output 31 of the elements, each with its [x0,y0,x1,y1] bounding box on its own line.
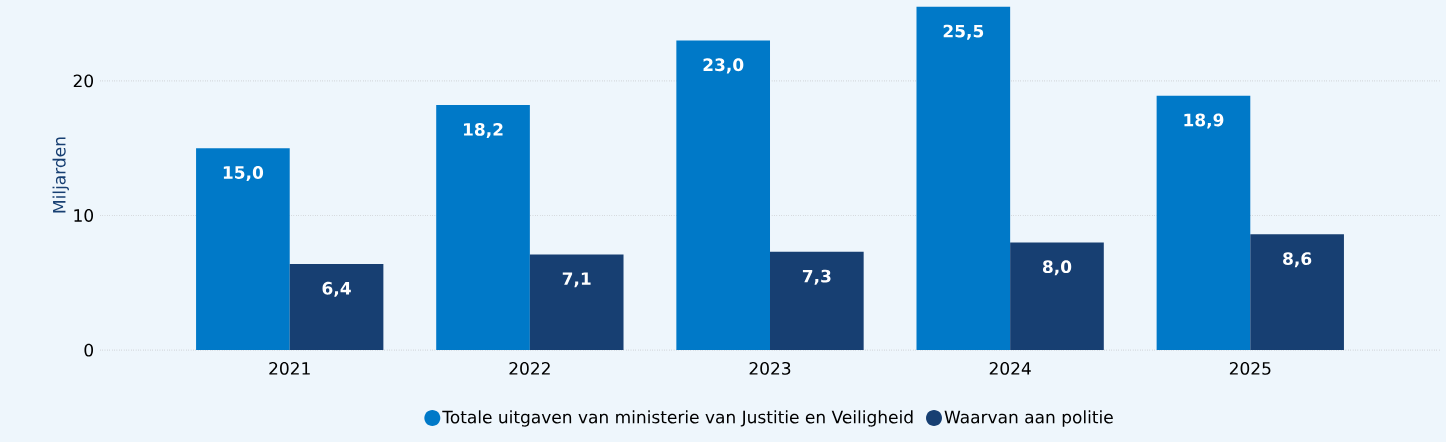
legend-label: Totale uitgaven van ministerie van Justitie en Veiligheid [442,410,913,427]
data-label: 18,9 [1184,113,1224,129]
bar [529,254,624,351]
data-label: 25,5 [943,24,984,40]
data-label: 8,0 [1042,260,1072,276]
data-label: 6,4 [322,281,351,297]
y-axis-title: Miljarden [52,137,69,213]
data-label: 15,0 [223,165,264,182]
data-label: 8,6 [1283,252,1312,268]
bar [1250,234,1344,351]
data-label: 7,3 [802,269,831,285]
data-label: 23,0 [703,58,744,74]
bar [676,40,771,351]
x-tick-label: 2022 [509,361,550,375]
bar [289,263,384,351]
y-tick-label: 20 [73,74,94,88]
bar [916,6,1011,351]
x-tick-label: 2021 [269,361,310,375]
x-tick-label: 2024 [989,361,1031,375]
bar [196,148,290,351]
data-label: 7,1 [562,272,591,288]
x-tick-label: 2025 [1229,361,1271,375]
y-tick-label: 10 [74,209,94,222]
bar [436,105,530,351]
x-tick-label: 2023 [749,361,791,375]
legend-label: Waarvan aan politie [944,410,1113,427]
bar [1010,242,1104,351]
data-label: 18,2 [463,122,503,138]
bar [1156,95,1251,351]
y-tick-label: 0 [84,343,94,357]
bar [770,251,864,351]
